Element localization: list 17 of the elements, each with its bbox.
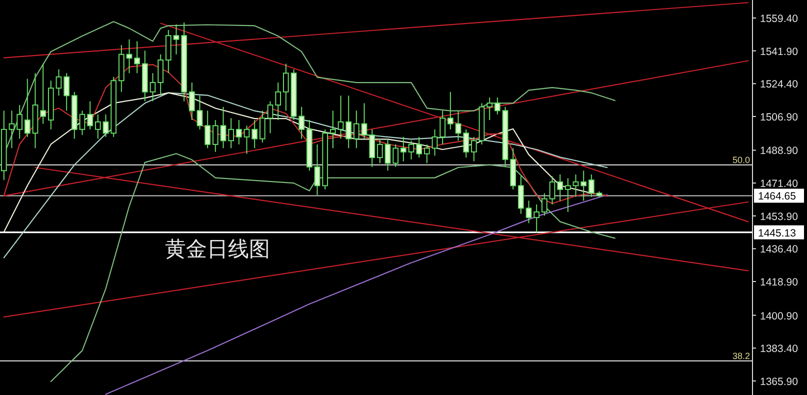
y-tick-label: 1418.90	[760, 276, 798, 289]
y-tick-label: 1453.90	[760, 210, 798, 223]
y-tick-label: 1400.90	[760, 310, 798, 322]
text: 黄金日线图	[165, 238, 270, 261]
y-tick-label: 1488.90	[760, 145, 798, 158]
y-tick-label: 1383.40	[760, 343, 798, 356]
y-tick-label: 1524.40	[760, 78, 798, 91]
ref-line-label: 1445.13	[758, 227, 796, 240]
ref-line-label: 1464.65	[758, 190, 796, 203]
y-tick-label: 1541.90	[760, 46, 798, 58]
y-tick-label: 1559.40	[760, 13, 798, 26]
y-tick-label: 1506.90	[760, 111, 798, 124]
annotation: 50.0	[732, 154, 750, 165]
y-tick-label: 1436.40	[760, 244, 798, 256]
annotation: 38.2	[732, 350, 750, 361]
y-tick-label: 1471.40	[760, 178, 798, 190]
y-tick-label: 1365.90	[760, 376, 798, 388]
